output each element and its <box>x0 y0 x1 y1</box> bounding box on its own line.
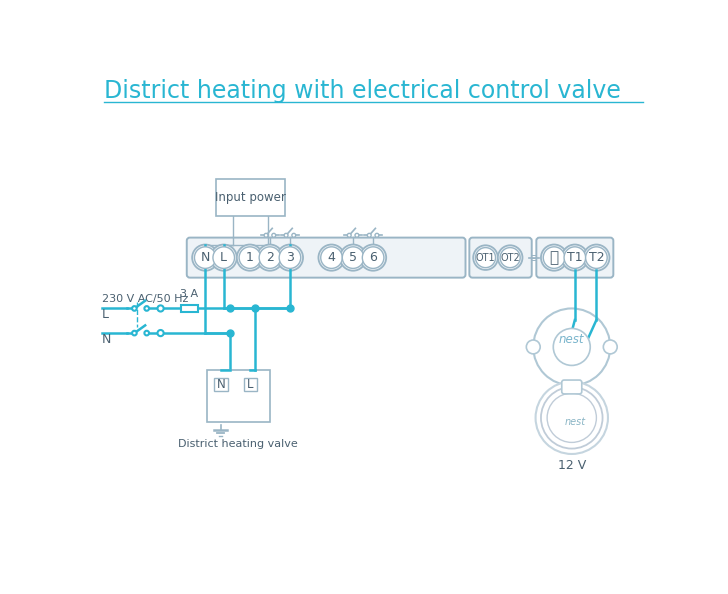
Circle shape <box>500 248 521 268</box>
Text: District heating with electrical control valve: District heating with electrical control… <box>103 80 620 103</box>
Circle shape <box>585 247 607 268</box>
Circle shape <box>375 233 379 237</box>
Circle shape <box>541 245 567 271</box>
Circle shape <box>547 393 596 443</box>
Text: N: N <box>102 333 111 346</box>
Circle shape <box>192 245 218 271</box>
FancyBboxPatch shape <box>470 238 531 277</box>
Text: 12 V: 12 V <box>558 459 586 472</box>
FancyBboxPatch shape <box>537 238 614 277</box>
FancyBboxPatch shape <box>207 370 270 422</box>
Circle shape <box>536 381 608 454</box>
Text: T1: T1 <box>567 251 582 264</box>
Circle shape <box>526 340 540 354</box>
Circle shape <box>368 233 371 237</box>
Circle shape <box>473 245 498 270</box>
Circle shape <box>355 233 359 237</box>
Circle shape <box>279 247 301 268</box>
Circle shape <box>272 233 276 237</box>
Text: nest: nest <box>564 418 585 428</box>
Circle shape <box>342 247 364 268</box>
Circle shape <box>257 245 283 271</box>
Text: 5: 5 <box>349 251 357 264</box>
Text: 230 V AC/50 Hz: 230 V AC/50 Hz <box>102 294 189 304</box>
Circle shape <box>318 245 344 271</box>
Circle shape <box>144 306 149 311</box>
Circle shape <box>194 247 216 268</box>
Circle shape <box>132 331 137 336</box>
Text: L: L <box>247 378 253 391</box>
Circle shape <box>144 331 149 336</box>
Circle shape <box>564 247 585 268</box>
Circle shape <box>132 306 137 311</box>
Text: ⏚: ⏚ <box>550 250 558 265</box>
Text: OT2: OT2 <box>500 252 520 263</box>
Circle shape <box>604 340 617 354</box>
Text: Input power: Input power <box>215 191 286 204</box>
FancyBboxPatch shape <box>216 179 285 216</box>
Circle shape <box>321 247 342 268</box>
FancyBboxPatch shape <box>187 238 465 277</box>
FancyBboxPatch shape <box>181 305 197 312</box>
Text: 1: 1 <box>246 251 254 264</box>
Circle shape <box>237 245 263 271</box>
FancyBboxPatch shape <box>244 378 257 391</box>
Text: 3 A: 3 A <box>180 289 198 299</box>
Circle shape <box>213 247 234 268</box>
Circle shape <box>498 245 523 270</box>
Text: T2: T2 <box>588 251 604 264</box>
Text: N: N <box>217 378 226 391</box>
Circle shape <box>553 328 590 365</box>
Text: 4: 4 <box>328 251 336 264</box>
Text: OT1: OT1 <box>475 252 495 263</box>
Circle shape <box>157 305 164 311</box>
Circle shape <box>583 245 609 271</box>
Circle shape <box>210 245 237 271</box>
Circle shape <box>340 245 366 271</box>
Circle shape <box>533 308 610 386</box>
Circle shape <box>475 248 496 268</box>
Text: 2: 2 <box>266 251 274 264</box>
Circle shape <box>264 233 268 237</box>
Text: nest: nest <box>559 333 585 346</box>
Text: 6: 6 <box>369 251 377 264</box>
Text: District heating valve: District heating valve <box>178 440 298 449</box>
Circle shape <box>239 247 261 268</box>
Circle shape <box>543 247 565 268</box>
FancyBboxPatch shape <box>562 380 582 394</box>
Text: 3: 3 <box>286 251 294 264</box>
Circle shape <box>259 247 281 268</box>
Circle shape <box>347 233 351 237</box>
Circle shape <box>360 245 386 271</box>
Circle shape <box>541 387 603 448</box>
Circle shape <box>562 245 588 271</box>
Circle shape <box>292 233 296 237</box>
Circle shape <box>157 330 164 336</box>
Circle shape <box>284 233 288 237</box>
Text: L: L <box>102 308 109 321</box>
Circle shape <box>363 247 384 268</box>
Circle shape <box>277 245 303 271</box>
FancyBboxPatch shape <box>215 378 228 391</box>
Text: L: L <box>221 251 227 264</box>
Text: N: N <box>200 251 210 264</box>
